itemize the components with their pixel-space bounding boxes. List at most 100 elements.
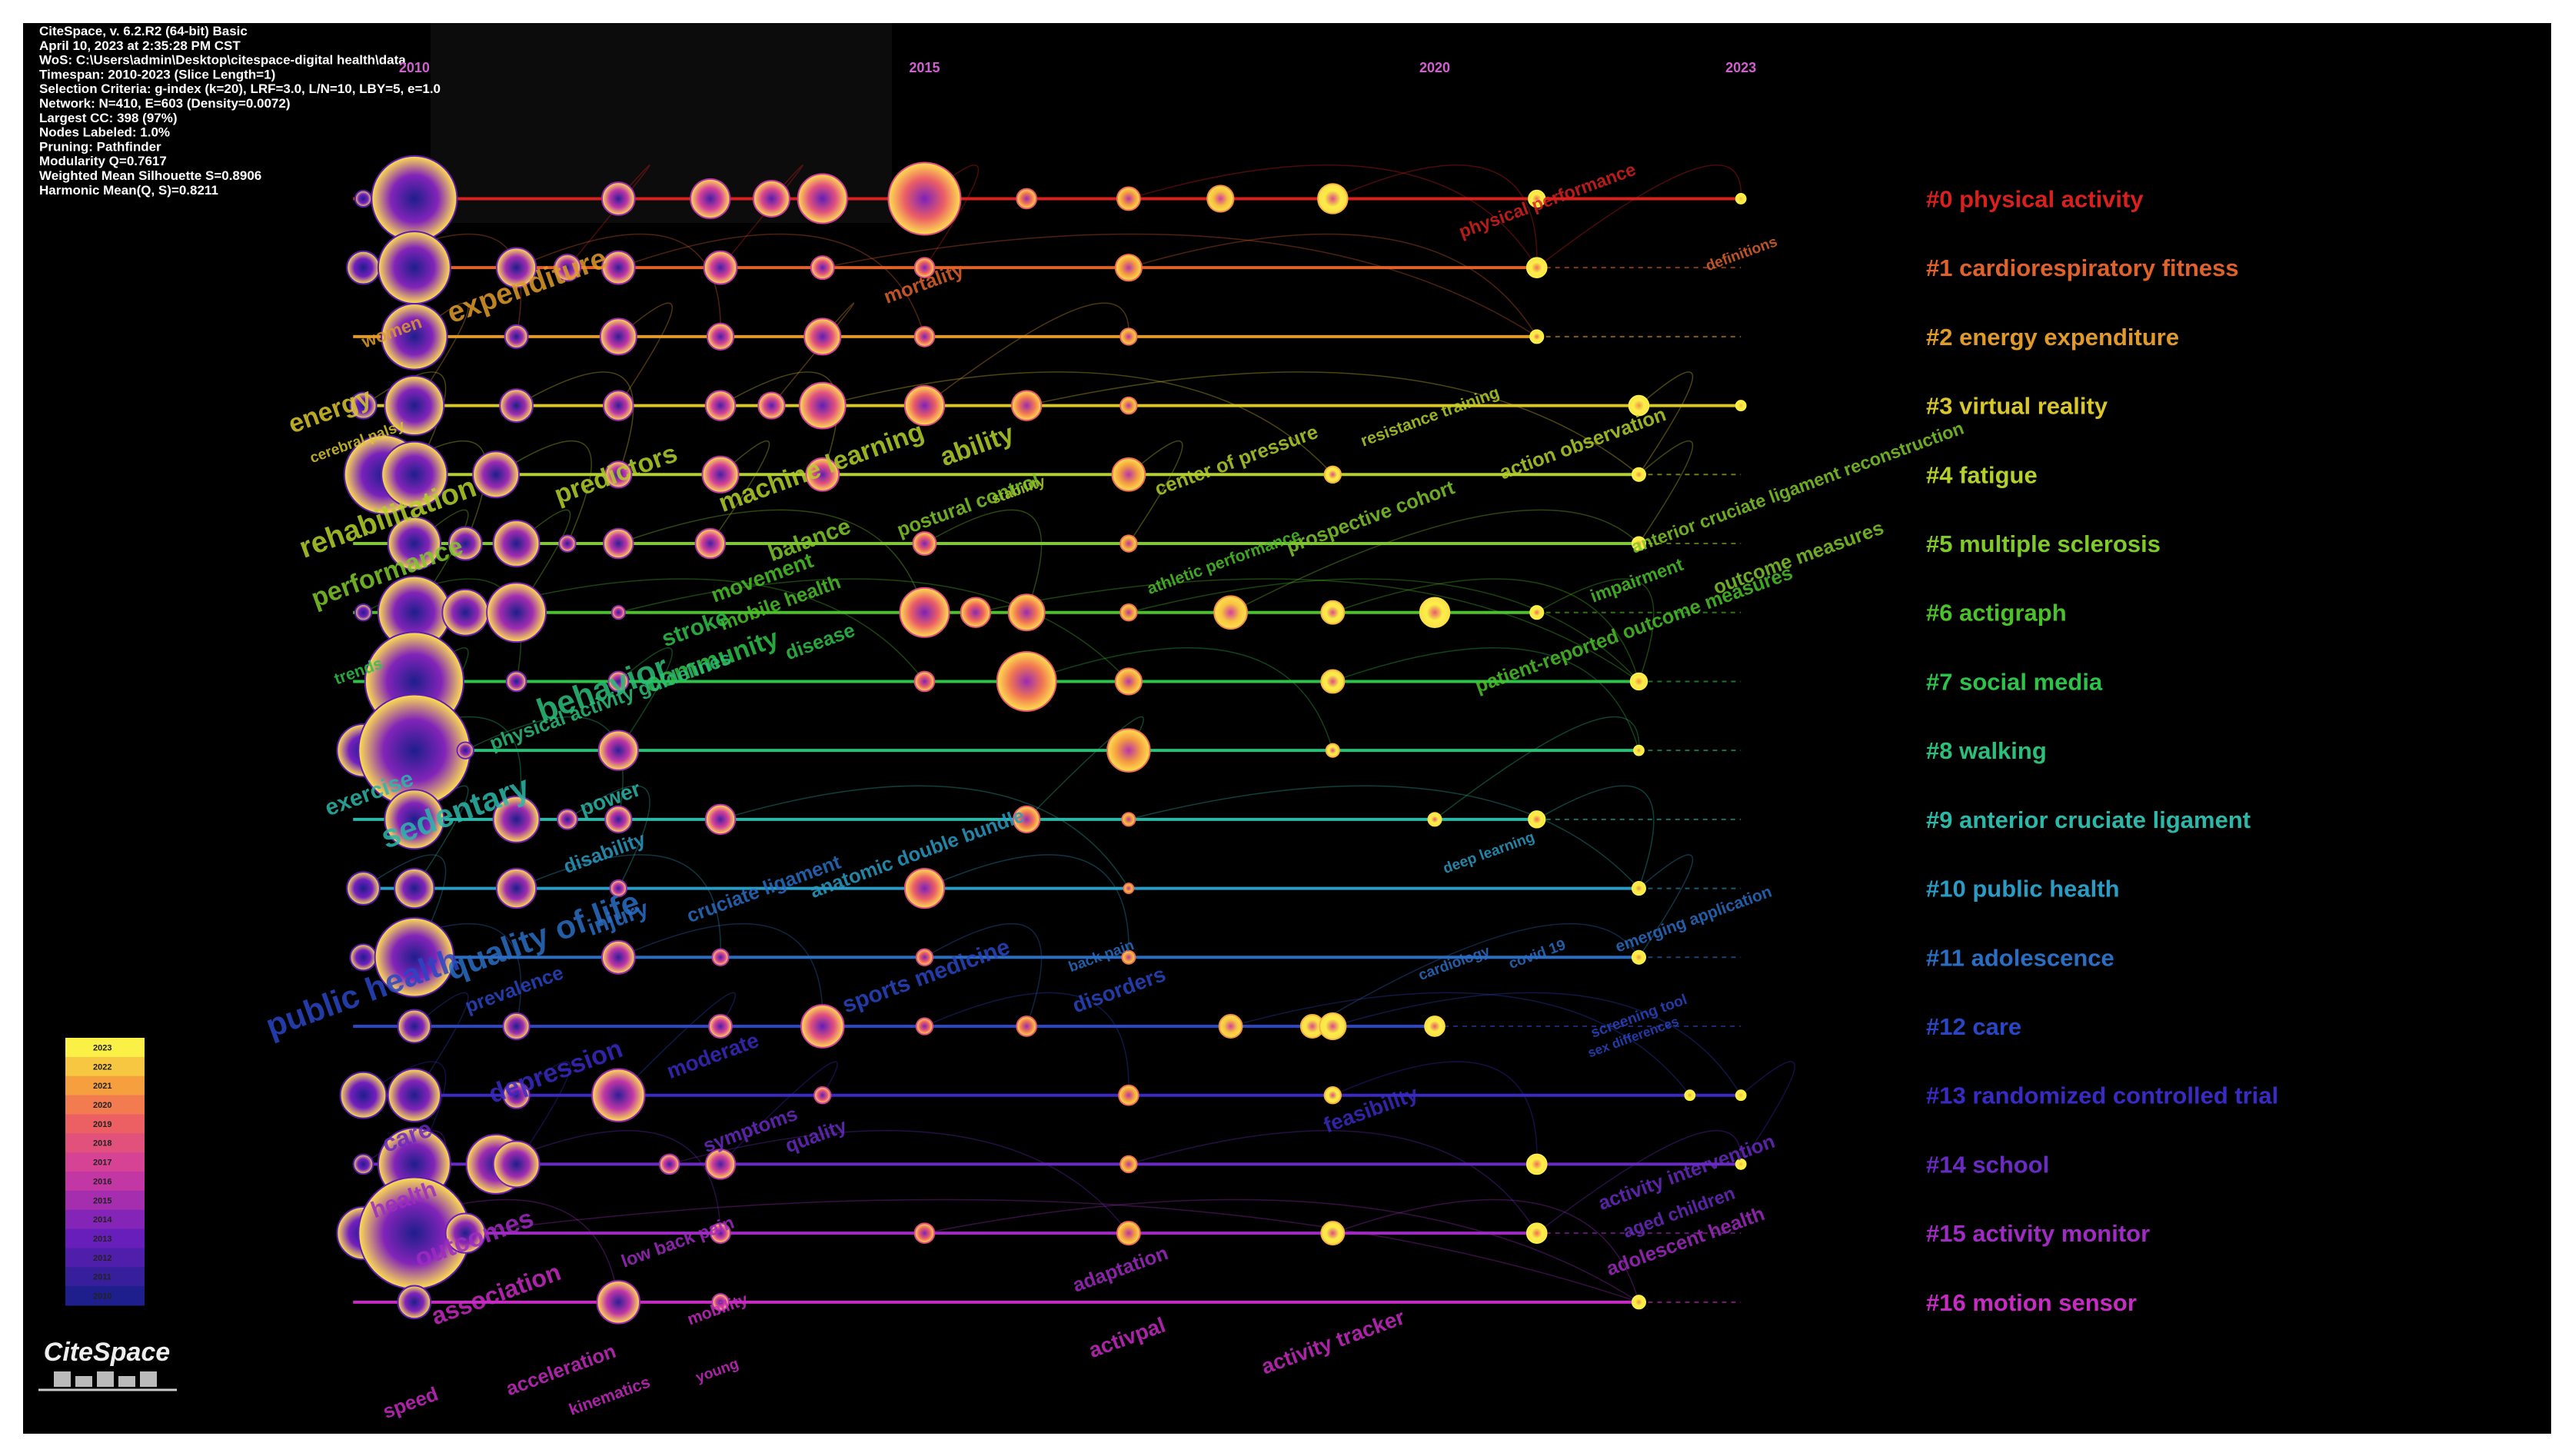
- logo-bar: [118, 1376, 135, 1387]
- link: [363, 1061, 447, 1165]
- node: [387, 516, 442, 571]
- link: [1638, 371, 1694, 475]
- link: [669, 1130, 1129, 1234]
- node: [915, 1017, 934, 1035]
- node: [1119, 603, 1138, 622]
- cluster-label: #8 walking: [1926, 737, 2047, 764]
- cluster-label: #13 randomized controlled trial: [1926, 1082, 2278, 1109]
- node: [601, 181, 636, 216]
- header-line: Timespan: 2010-2023 (Slice Length=1): [39, 67, 275, 81]
- node: [1121, 949, 1136, 965]
- node: [349, 391, 378, 420]
- link: [1332, 165, 1538, 268]
- node: [502, 1081, 531, 1109]
- logo-bar: [54, 1371, 71, 1387]
- node: [502, 1012, 531, 1041]
- link: [1332, 578, 1640, 682]
- link: [924, 854, 1129, 958]
- node: [607, 670, 630, 693]
- node: [903, 384, 946, 427]
- node: [1529, 605, 1545, 620]
- link: [516, 233, 721, 337]
- legend-swatch: [65, 1075, 145, 1096]
- node: [813, 1086, 832, 1105]
- link: [1312, 922, 1640, 1027]
- header-line: Pruning: Pathfinder: [39, 139, 161, 154]
- legend-year: 2015: [93, 1196, 111, 1205]
- cluster-label: #0 physical activity: [1926, 185, 2144, 212]
- node: [601, 939, 636, 975]
- node: [887, 161, 962, 236]
- node: [915, 948, 934, 966]
- node: [706, 322, 735, 351]
- node: [1007, 593, 1046, 632]
- cluster-label: #14 school: [1926, 1151, 2049, 1178]
- link: [1128, 578, 1640, 682]
- link: [924, 992, 1129, 1095]
- link: [1638, 440, 1694, 544]
- node: [377, 231, 451, 305]
- node: [703, 250, 738, 285]
- node: [1735, 1158, 1747, 1170]
- node: [384, 789, 445, 850]
- node: [371, 155, 458, 242]
- link: [617, 647, 674, 751]
- node: [1320, 600, 1346, 625]
- link: [618, 578, 1129, 682]
- node: [1424, 1016, 1446, 1037]
- year-label: 2023: [1725, 60, 1756, 75]
- node: [486, 582, 547, 643]
- year-label: 2020: [1419, 60, 1450, 75]
- link: [924, 922, 1043, 1027]
- node: [1119, 534, 1138, 553]
- node: [1633, 744, 1645, 756]
- node: [694, 527, 726, 560]
- link: [1230, 992, 1691, 1096]
- node: [912, 531, 937, 556]
- legend-year: 2013: [93, 1235, 111, 1244]
- cluster-label: #4 fatigue: [1926, 461, 2038, 488]
- link: [1128, 1130, 1538, 1234]
- cluster-label: #16 motion sensor: [1926, 1289, 2137, 1316]
- node: [1013, 805, 1041, 833]
- node: [1010, 390, 1043, 421]
- link: [567, 785, 650, 889]
- node: [1735, 1089, 1747, 1102]
- node: [381, 440, 448, 509]
- cluster-label: #10 public health: [1926, 876, 2120, 903]
- node: [913, 1222, 936, 1244]
- link: [1230, 509, 1639, 613]
- node: [374, 917, 455, 998]
- link: [1026, 647, 1334, 751]
- node: [1320, 1221, 1346, 1246]
- legend-swatch: [65, 1152, 145, 1172]
- node: [1323, 465, 1342, 484]
- legend-year: 2021: [93, 1082, 111, 1091]
- link: [567, 165, 650, 268]
- link: [1332, 1061, 1538, 1165]
- legend-swatch: [65, 1133, 145, 1153]
- node: [1529, 329, 1545, 344]
- link: [770, 302, 855, 407]
- node: [1116, 186, 1141, 211]
- node: [397, 1009, 432, 1044]
- link: [924, 1198, 1639, 1303]
- node: [1735, 193, 1747, 204]
- node: [704, 390, 737, 421]
- node: [1114, 254, 1143, 282]
- node: [1319, 1012, 1347, 1041]
- node: [1213, 595, 1248, 630]
- link: [1128, 233, 1538, 337]
- node: [1317, 183, 1349, 214]
- cluster-label: #6 actigraph: [1926, 600, 2067, 627]
- node: [1628, 394, 1650, 417]
- link: [720, 785, 1129, 889]
- node: [346, 250, 381, 285]
- node: [1106, 728, 1151, 773]
- header-line: Modularity Q=0.7617: [39, 154, 167, 168]
- legend-year: 2022: [93, 1062, 111, 1072]
- node: [1525, 1222, 1548, 1244]
- link: [975, 578, 1639, 683]
- node: [1631, 1295, 1646, 1310]
- node: [803, 317, 842, 356]
